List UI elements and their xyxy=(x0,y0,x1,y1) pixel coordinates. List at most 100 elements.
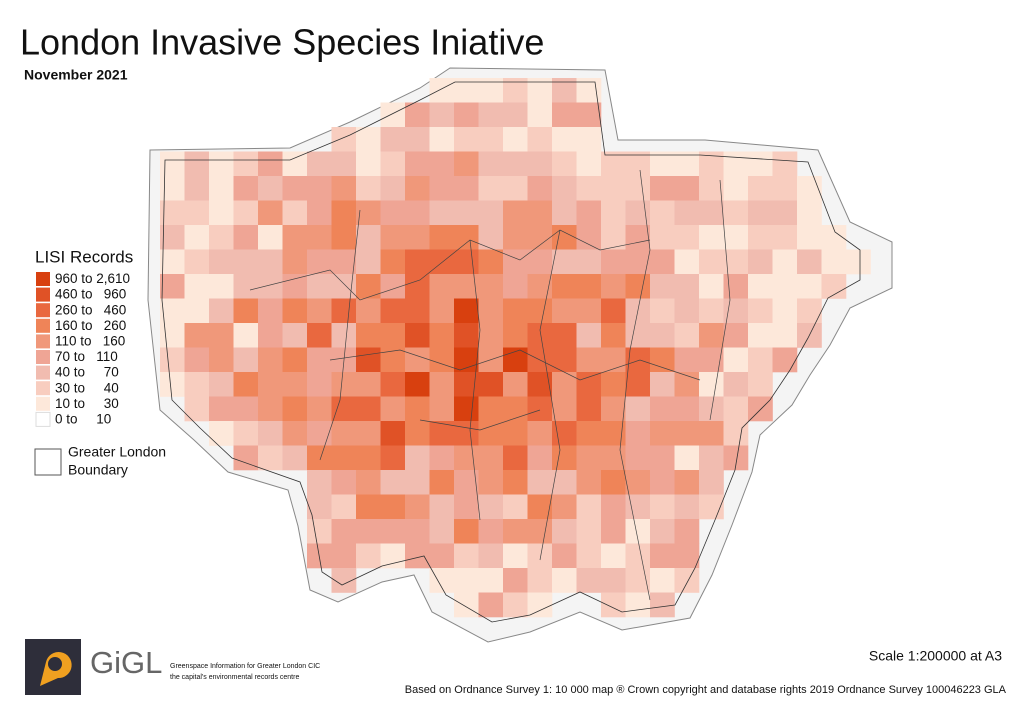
grid-cell xyxy=(748,396,773,422)
grid-cell xyxy=(233,323,259,348)
grid-cell xyxy=(552,127,577,152)
grid-cell xyxy=(307,470,332,495)
grid-cell xyxy=(380,102,406,128)
grid-cell xyxy=(601,298,626,324)
grid-cell xyxy=(429,200,455,226)
grid-cell xyxy=(650,494,675,520)
grid-cell xyxy=(380,543,406,569)
grid-cell xyxy=(258,421,283,446)
grid-cell xyxy=(674,568,700,593)
grid-cell xyxy=(846,249,871,275)
grid-cell xyxy=(478,494,504,520)
grid-cell xyxy=(331,372,357,397)
grid-cell xyxy=(552,470,577,495)
grid-cell xyxy=(160,347,185,373)
grid-cell xyxy=(331,470,357,495)
legend-label: 260 to 460 xyxy=(55,302,126,317)
grid-cell xyxy=(576,568,602,593)
borough-boundaries xyxy=(249,169,731,601)
grid-cell xyxy=(478,200,504,226)
grid-cell xyxy=(503,445,528,471)
grid-cell xyxy=(160,225,185,250)
grid-cell xyxy=(184,323,210,348)
grid-cell xyxy=(601,519,626,544)
grid-cell xyxy=(282,347,308,373)
grid-cell xyxy=(356,127,381,152)
grid-cell xyxy=(307,274,332,299)
grid-cell xyxy=(723,274,749,299)
grid-cell xyxy=(797,225,822,250)
grid-cell xyxy=(380,519,406,544)
grid-cell xyxy=(233,225,259,250)
grid-cell xyxy=(674,298,700,324)
grid-cell xyxy=(478,249,504,275)
grid-cell xyxy=(625,249,651,275)
grid-cell xyxy=(380,421,406,446)
legend-label: 460 to 960 xyxy=(55,287,126,302)
grid-cell xyxy=(454,592,479,618)
grid-cell xyxy=(356,445,381,471)
grid-cell xyxy=(576,298,602,324)
grid-cell xyxy=(576,543,602,569)
grid-cell xyxy=(503,176,528,201)
grid-cell xyxy=(503,200,528,226)
grid-cell xyxy=(429,519,455,544)
grid-cell xyxy=(405,421,430,446)
grid-cell xyxy=(282,372,308,397)
boundary-label: Greater London xyxy=(68,444,166,460)
grid-cell xyxy=(772,249,798,275)
grid-cell xyxy=(601,592,626,618)
grid-cell xyxy=(331,494,357,520)
legend-label: 0 to 10 xyxy=(55,411,111,426)
grid-cell xyxy=(723,176,749,201)
grid-cell xyxy=(699,396,724,422)
grid-cell xyxy=(527,372,553,397)
grid-cell xyxy=(282,445,308,471)
grid-cell xyxy=(356,176,381,201)
grid-cell xyxy=(405,225,430,250)
grid-cell xyxy=(258,200,283,226)
grid-cell xyxy=(233,274,259,299)
legend-label: 10 to 30 xyxy=(55,396,119,411)
grid-cell xyxy=(454,249,479,275)
grid-cell xyxy=(527,200,553,226)
grid-cell xyxy=(233,372,259,397)
grid-cell xyxy=(356,519,381,544)
logo-icon xyxy=(48,657,62,671)
grid-cell xyxy=(331,421,357,446)
grid-cell xyxy=(380,470,406,495)
title: London Invasive Species Iniative xyxy=(20,22,544,63)
grid-cell xyxy=(650,396,675,422)
grid-cell xyxy=(601,470,626,495)
grid-cell xyxy=(478,445,504,471)
grid-cell xyxy=(405,298,430,324)
grid-cell xyxy=(454,568,479,593)
grid-cell xyxy=(650,249,675,275)
grid-cell xyxy=(454,102,479,128)
grid-cell xyxy=(552,200,577,226)
grid-cell xyxy=(331,127,357,152)
grid-cell xyxy=(552,568,577,593)
grid-cell xyxy=(184,396,210,422)
grid-cell xyxy=(209,298,234,324)
grid-cell xyxy=(576,200,602,226)
grid-cell xyxy=(405,396,430,422)
grid-cell xyxy=(527,176,553,201)
legend-label: 110 to 160 xyxy=(55,333,125,348)
grid-cell xyxy=(576,470,602,495)
grid-cell xyxy=(748,176,773,201)
grid-cell xyxy=(405,176,430,201)
grid-cell xyxy=(527,102,553,128)
org-tagline: the capital's environmental records cent… xyxy=(170,674,299,681)
grid-cell xyxy=(576,519,602,544)
grid-cell xyxy=(160,372,185,397)
grid-cell xyxy=(380,494,406,520)
grid-cell xyxy=(552,494,577,520)
legend-swatch xyxy=(35,411,51,427)
grid-cell xyxy=(258,176,283,201)
grid-cell xyxy=(601,347,626,373)
legend-swatch xyxy=(36,287,50,302)
grid-cell xyxy=(797,200,822,226)
grid-cell xyxy=(552,519,577,544)
grid-cell xyxy=(503,421,528,446)
